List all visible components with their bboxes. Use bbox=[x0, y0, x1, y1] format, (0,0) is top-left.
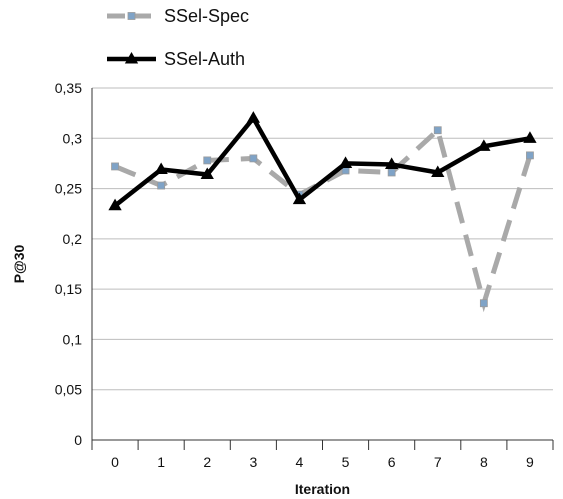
legend-label: SSel-Auth bbox=[164, 49, 245, 69]
data-point bbox=[523, 131, 537, 143]
legend-marker bbox=[127, 12, 136, 20]
data-point bbox=[387, 168, 396, 177]
data-point bbox=[431, 165, 445, 178]
data-point bbox=[157, 181, 166, 190]
x-tick-label: 4 bbox=[296, 454, 304, 470]
data-point bbox=[385, 157, 399, 169]
x-axis-title: Iteration bbox=[295, 481, 350, 497]
x-tick-label: 6 bbox=[388, 454, 396, 470]
legend-item: SSel-Spec bbox=[107, 6, 249, 26]
series-ssel-auth bbox=[108, 111, 537, 211]
data-point bbox=[246, 111, 260, 123]
data-point bbox=[249, 154, 258, 163]
x-tick-label: 1 bbox=[157, 454, 165, 470]
x-tick-label: 8 bbox=[480, 454, 488, 470]
x-tick-label: 3 bbox=[249, 454, 257, 470]
series-line bbox=[113, 114, 531, 208]
legend-item: SSel-Auth bbox=[107, 49, 245, 69]
y-tick-label: 0,25 bbox=[55, 181, 82, 197]
y-tick-label: 0,35 bbox=[55, 80, 82, 96]
x-tick-label: 7 bbox=[434, 454, 442, 470]
x-tick-label: 5 bbox=[342, 454, 350, 470]
y-axis-title: P@30 bbox=[11, 245, 27, 284]
data-point bbox=[292, 192, 307, 205]
y-tick-label: 0,05 bbox=[55, 382, 82, 398]
axis-labels: P@30 Iteration bbox=[11, 245, 350, 497]
data-point bbox=[108, 198, 122, 211]
data-point bbox=[526, 151, 534, 160]
data-point bbox=[338, 156, 353, 168]
data-point bbox=[154, 162, 168, 175]
legend-label: SSel-Spec bbox=[164, 6, 249, 26]
data-point bbox=[203, 156, 212, 165]
x-tick-label: 9 bbox=[526, 454, 534, 470]
data-point bbox=[433, 126, 442, 135]
data-point bbox=[477, 139, 491, 151]
data-point bbox=[200, 167, 214, 180]
data-point bbox=[111, 162, 119, 171]
legend: SSel-Spec SSel-Auth bbox=[107, 6, 249, 69]
x-tick-label: 2 bbox=[203, 454, 211, 470]
legend-marker bbox=[124, 52, 139, 64]
y-tick-label: 0,1 bbox=[63, 331, 83, 347]
y-tick-label: 0 bbox=[74, 432, 82, 448]
y-tick-label: 0,3 bbox=[63, 130, 83, 146]
y-tick-label: 0,2 bbox=[63, 231, 83, 247]
series-layer bbox=[108, 111, 537, 313]
data-point bbox=[479, 299, 488, 308]
gridlines bbox=[92, 87, 553, 391]
x-tick-label: 0 bbox=[111, 454, 119, 470]
y-tick-label: 0,15 bbox=[55, 281, 82, 297]
axes: 0 0,05 0,1 0,15 0,2 0,25 0,3 0,35 0 1 2 3 4 5 6 7 8 9 bbox=[55, 80, 554, 470]
